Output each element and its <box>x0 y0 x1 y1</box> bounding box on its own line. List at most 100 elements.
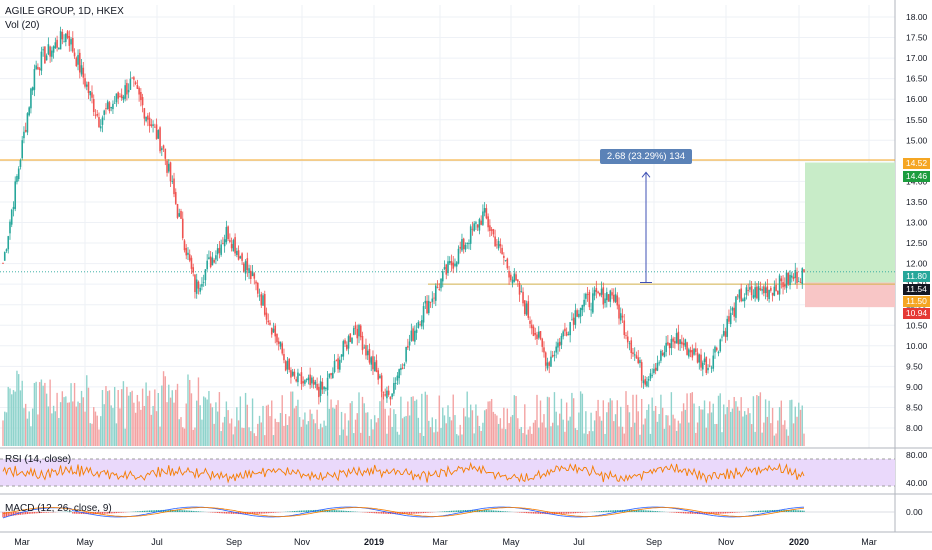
candle-body <box>403 364 406 367</box>
macd-histogram-bar <box>122 512 125 513</box>
macd-histogram-bar <box>649 510 652 512</box>
macd-histogram-bar <box>243 512 245 515</box>
macd-histogram-bar <box>138 511 140 512</box>
volume-bar <box>586 434 589 446</box>
volume-bar <box>222 422 224 446</box>
macd-histogram-bar <box>566 512 568 514</box>
macd-histogram-bar <box>672 512 674 513</box>
volume-bar <box>682 403 685 446</box>
volume-bar <box>276 422 278 446</box>
candle-body <box>23 131 25 139</box>
candle-body <box>304 380 306 384</box>
candle-body <box>213 259 215 263</box>
volume-bar <box>702 409 704 446</box>
macd-histogram-bar <box>485 510 487 512</box>
macd-histogram-bar <box>306 510 308 512</box>
candle-body <box>117 92 119 99</box>
macd-histogram-bar <box>766 510 768 512</box>
candle-body <box>489 225 491 232</box>
candle-body <box>387 390 390 395</box>
volume-bar <box>749 413 751 446</box>
volume-bar <box>38 382 41 446</box>
candle-body <box>167 163 170 172</box>
candle-body <box>208 257 210 260</box>
candle-body <box>110 106 112 109</box>
candle-body <box>342 341 345 357</box>
volume-bar <box>194 427 196 446</box>
candle-body <box>766 286 769 297</box>
candle-body <box>571 319 573 321</box>
volume-bar <box>377 418 379 446</box>
candle-body <box>372 356 374 370</box>
volume-bar <box>290 391 292 446</box>
macd-histogram-bar <box>459 510 461 512</box>
candle-body <box>239 256 242 259</box>
macd-histogram-bar <box>320 509 322 512</box>
volume-bar <box>763 422 765 446</box>
volume-bar <box>550 426 552 446</box>
macd-histogram-bar <box>518 512 521 513</box>
candle-body <box>654 367 657 371</box>
volume-bar <box>801 405 803 446</box>
candle-body <box>124 85 126 99</box>
volume-bar <box>415 399 418 446</box>
macd-histogram-bar <box>367 512 369 513</box>
volume-bar <box>309 409 311 446</box>
macd-histogram-bar <box>293 511 296 512</box>
candle-body <box>576 310 578 317</box>
candle-body <box>614 294 617 303</box>
macd-histogram-bar <box>148 510 151 512</box>
macd-histogram-bar <box>288 511 290 512</box>
volume-bar <box>148 390 151 446</box>
macd-histogram-bar <box>375 512 378 514</box>
candle-body <box>393 383 395 394</box>
candle-body <box>564 328 566 332</box>
candle-body <box>215 255 217 260</box>
volume-bar <box>553 392 556 446</box>
macd-histogram-bar <box>487 510 489 512</box>
macd-histogram-bar <box>506 511 508 512</box>
candle-body <box>103 110 106 115</box>
volume-bar <box>487 401 489 446</box>
candle-body <box>339 359 341 370</box>
candle-body <box>143 108 146 119</box>
macd-histogram-bar <box>768 510 770 512</box>
volume-bar <box>325 425 327 446</box>
candle-body <box>211 257 214 266</box>
volume-bar <box>370 419 372 446</box>
volume-bar <box>202 396 205 446</box>
candle-body <box>286 360 289 370</box>
price-tick-label: 17.00 <box>906 53 928 63</box>
macd-histogram-bar <box>257 512 259 514</box>
volume-bar <box>747 408 749 446</box>
volume-bar <box>642 424 645 446</box>
volume-bar <box>297 399 299 446</box>
macd-histogram-bar <box>192 510 194 512</box>
candle-body <box>316 383 318 390</box>
macd-histogram-bar <box>47 512 49 513</box>
candle-body <box>599 292 601 296</box>
volume-bar <box>698 406 700 446</box>
time-axis: Mar May Jul Sep Nov 2019 Mar May Jul Sep Nov 2020 Ma… <box>14 537 877 547</box>
candle-body <box>122 96 125 100</box>
volume-bar <box>187 374 189 446</box>
candle-body <box>612 294 615 302</box>
candle-body <box>492 229 495 235</box>
candle-body <box>187 252 189 255</box>
candle-body <box>644 379 646 385</box>
volume-bar <box>407 401 409 446</box>
candle-body <box>698 354 701 363</box>
candle-body <box>33 69 36 90</box>
candle-body <box>726 318 729 337</box>
candle-body <box>462 238 465 250</box>
candle-body <box>532 326 535 337</box>
volume-bar <box>681 411 683 446</box>
volume-bar <box>374 415 376 446</box>
macd-histogram-bar <box>445 511 447 512</box>
macd-histogram-bar <box>2 512 4 518</box>
candle-body <box>140 91 142 101</box>
candle-body <box>51 50 53 57</box>
macd-histogram-bar <box>426 512 428 513</box>
macd-histogram-bar <box>580 512 582 513</box>
